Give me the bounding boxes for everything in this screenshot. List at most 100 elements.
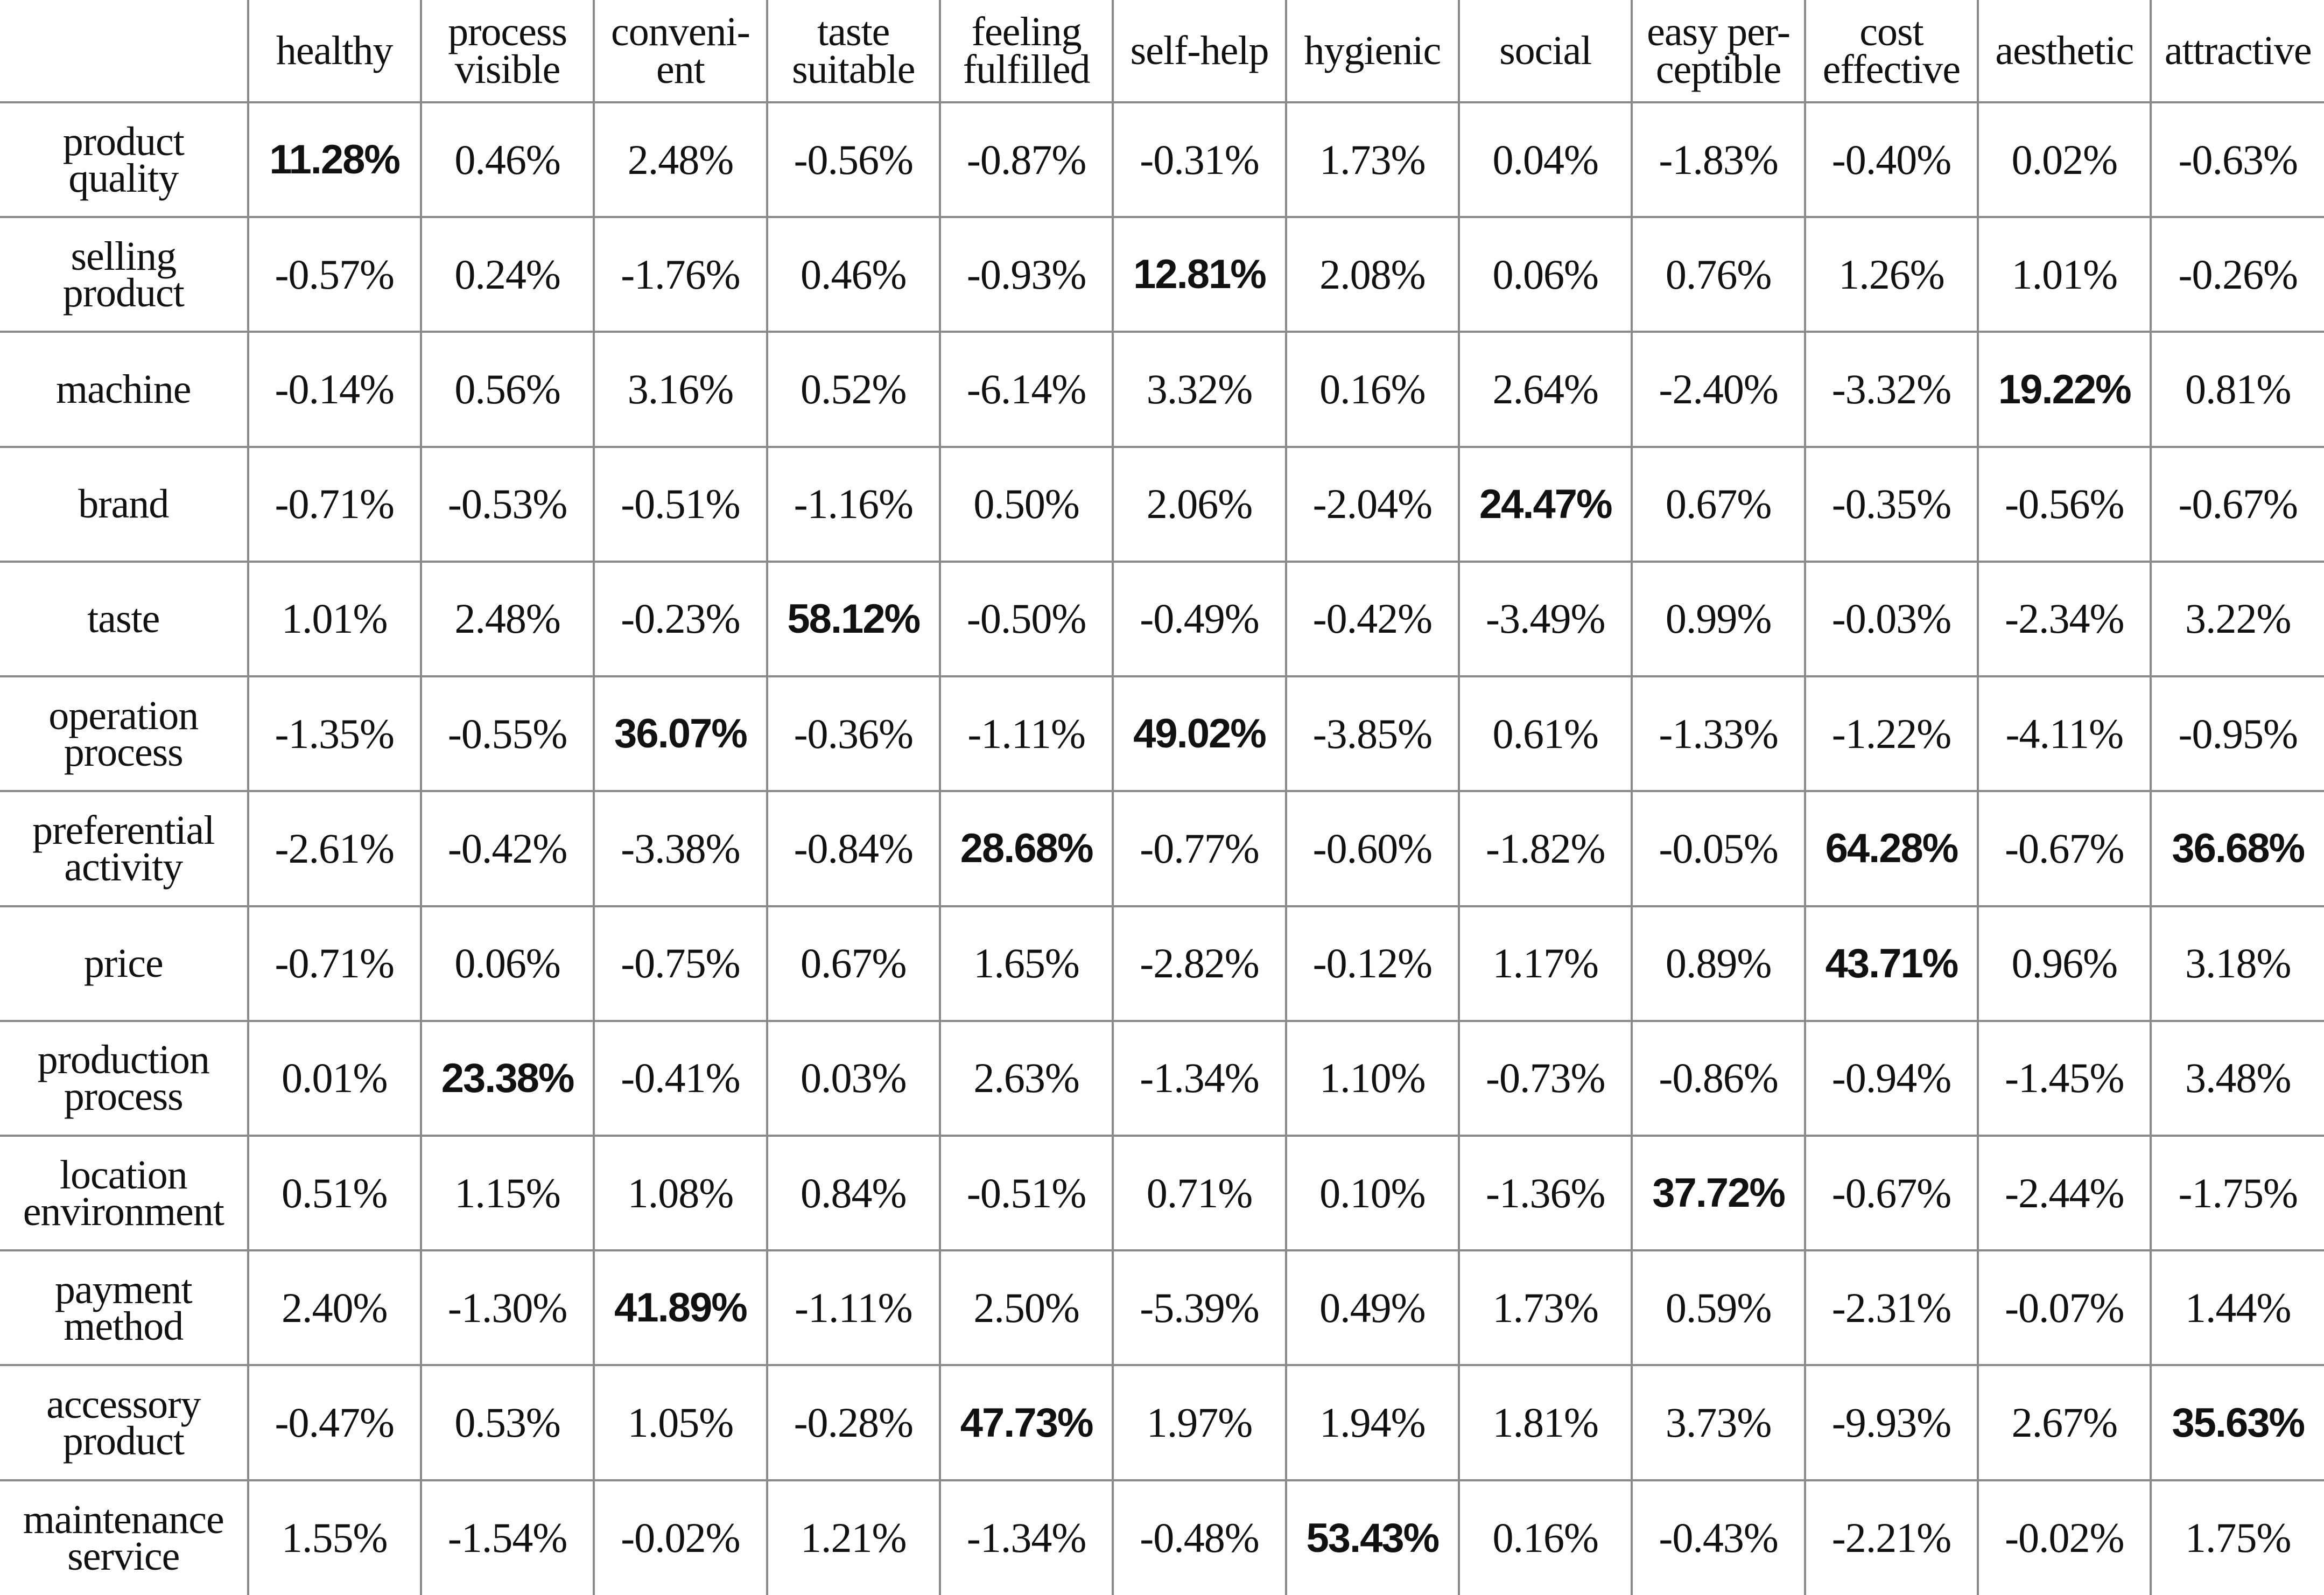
- column-header-line: taste: [817, 9, 890, 54]
- value-cell: 1.08%: [593, 1134, 768, 1252]
- row-header: brand: [0, 445, 249, 563]
- value-cell: -0.35%: [1803, 445, 1979, 563]
- value-cell: -1.76%: [593, 216, 768, 333]
- table-row: operation process -1.35% -0.55% 36.07% -0.36%…: [0, 675, 2324, 793]
- row-header: price: [0, 905, 249, 1022]
- column-header: process visible: [419, 0, 595, 103]
- column-header-line: easy per-: [1647, 9, 1791, 54]
- value-cell: 0.46%: [766, 216, 941, 333]
- value-cell: -0.26%: [2150, 216, 2324, 333]
- value-cell: 2.48%: [593, 101, 768, 219]
- value-cell: 1.44%: [2150, 1249, 2324, 1367]
- value-cell: -0.42%: [1284, 560, 1461, 678]
- value-cell: 0.24%: [419, 216, 595, 333]
- value-cell: 1.55%: [247, 1479, 422, 1595]
- row-header: selling product: [0, 216, 249, 333]
- row-header-line: machine: [56, 367, 191, 412]
- value-cell: 0.49%: [1284, 1249, 1461, 1367]
- value-cell: -0.63%: [2150, 101, 2324, 219]
- value-cell: -0.95%: [2150, 675, 2324, 793]
- row-header: production process: [0, 1019, 249, 1137]
- value-cell: 0.67%: [766, 905, 941, 1022]
- row-header-line: maintenance: [23, 1497, 224, 1543]
- column-header: self-help: [1112, 0, 1287, 103]
- table-row: brand -0.71% -0.53% -0.51% -1.16% 0.50% 2.06% -…: [0, 445, 2324, 563]
- value-cell: -2.44%: [1977, 1134, 2152, 1252]
- highlighted-value-cell: 64.28%: [1803, 790, 1979, 907]
- table-row: production process 0.01% 23.38% -0.41% 0.03% 2…: [0, 1019, 2324, 1137]
- value-cell: -3.32%: [1803, 331, 1979, 448]
- column-header-line: process: [448, 9, 567, 54]
- value-cell: 0.96%: [1977, 905, 2152, 1022]
- row-header: payment method: [0, 1249, 249, 1367]
- value-cell: -0.57%: [247, 216, 422, 333]
- column-header-line: visible: [454, 47, 561, 92]
- value-cell: -0.73%: [1458, 1019, 1633, 1137]
- value-cell: -0.71%: [247, 905, 422, 1022]
- row-header-line: payment: [54, 1267, 193, 1312]
- value-cell: -0.67%: [2150, 445, 2324, 563]
- value-cell: -1.30%: [419, 1249, 595, 1367]
- row-header-line: quality: [68, 155, 179, 201]
- table-body: product quality 11.28% 0.46% 2.48% -0.56% -0.8…: [0, 101, 2324, 1595]
- value-cell: -0.02%: [593, 1479, 768, 1595]
- highlighted-value-cell: 41.89%: [593, 1249, 768, 1367]
- value-cell: -0.31%: [1112, 101, 1287, 219]
- value-cell: 0.53%: [419, 1364, 595, 1481]
- value-cell: 0.06%: [419, 905, 595, 1022]
- value-cell: 1.21%: [766, 1479, 941, 1595]
- value-cell: -0.02%: [1977, 1479, 2152, 1595]
- value-cell: 0.67%: [1631, 445, 1806, 563]
- value-cell: -1.34%: [938, 1479, 1114, 1595]
- column-header-line: ceptible: [1655, 47, 1782, 92]
- value-cell: 1.65%: [938, 905, 1114, 1022]
- value-cell: -0.71%: [247, 445, 422, 563]
- column-header-line: fulfilled: [963, 47, 1091, 92]
- value-cell: 1.73%: [1458, 1249, 1633, 1367]
- highlighted-value-cell: 24.47%: [1458, 445, 1633, 563]
- row-header-line: accessory: [46, 1382, 201, 1428]
- value-cell: -0.60%: [1284, 790, 1461, 907]
- value-cell: -3.85%: [1284, 675, 1461, 793]
- value-cell: -0.23%: [593, 560, 768, 678]
- value-cell: -0.53%: [419, 445, 595, 563]
- value-cell: -1.82%: [1458, 790, 1633, 907]
- value-cell: -1.11%: [938, 675, 1114, 793]
- value-cell: 0.52%: [766, 331, 941, 448]
- corner-cell: [0, 0, 249, 103]
- column-header-line: effective: [1822, 47, 1961, 92]
- value-cell: 0.10%: [1284, 1134, 1461, 1252]
- table-row: price -0.71% 0.06% -0.75% 0.67% 1.65% -2.82% -0…: [0, 905, 2324, 1022]
- highlighted-value-cell: 47.73%: [938, 1364, 1114, 1481]
- value-cell: -1.34%: [1112, 1019, 1287, 1137]
- value-cell: -0.84%: [766, 790, 941, 907]
- value-cell: -0.36%: [766, 675, 941, 793]
- value-cell: 0.50%: [938, 445, 1114, 563]
- value-cell: -2.61%: [247, 790, 422, 907]
- value-cell: 1.01%: [1977, 216, 2152, 333]
- value-cell: 0.04%: [1458, 101, 1633, 219]
- table-row: location environment 0.51% 1.15% 1.08% 0.84% -…: [0, 1134, 2324, 1252]
- row-header: operation process: [0, 675, 249, 793]
- row-header-line: selling: [71, 233, 177, 279]
- column-header-line: conveni-: [610, 9, 750, 54]
- value-cell: -1.45%: [1977, 1019, 2152, 1137]
- value-cell: 0.89%: [1631, 905, 1806, 1022]
- value-cell: -3.49%: [1458, 560, 1633, 678]
- value-cell: 1.75%: [2150, 1479, 2324, 1595]
- column-header: taste suitable: [766, 0, 941, 103]
- column-header: cost effective: [1803, 0, 1979, 103]
- column-header: social: [1458, 0, 1633, 103]
- value-cell: -1.83%: [1631, 101, 1806, 219]
- value-cell: 1.94%: [1284, 1364, 1461, 1481]
- value-cell: -2.31%: [1803, 1249, 1979, 1367]
- value-cell: 3.73%: [1631, 1364, 1806, 1481]
- value-cell: 0.02%: [1977, 101, 2152, 219]
- value-cell: -6.14%: [938, 331, 1114, 448]
- value-cell: -2.40%: [1631, 331, 1806, 448]
- value-cell: 0.51%: [247, 1134, 422, 1252]
- row-header-line: operation: [48, 692, 199, 738]
- value-cell: 1.73%: [1284, 101, 1461, 219]
- column-header-line: feeling: [971, 9, 1082, 54]
